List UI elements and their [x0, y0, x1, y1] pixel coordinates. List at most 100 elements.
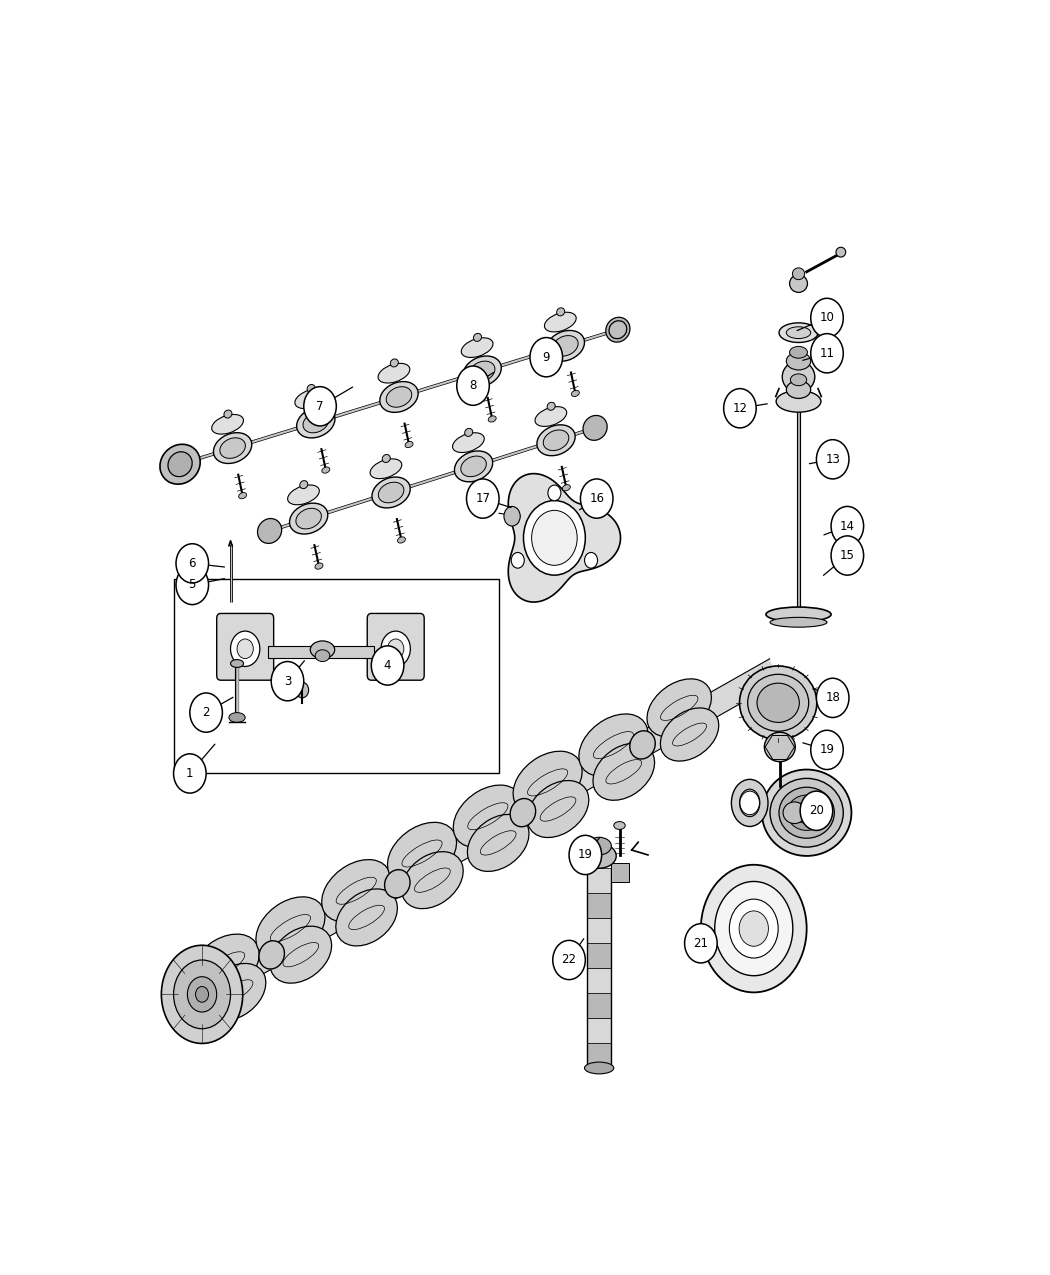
Ellipse shape	[782, 361, 815, 393]
Ellipse shape	[465, 428, 472, 436]
Ellipse shape	[204, 964, 266, 1020]
Ellipse shape	[238, 492, 247, 499]
Text: 12: 12	[733, 402, 748, 414]
Circle shape	[715, 881, 793, 975]
Text: 15: 15	[840, 550, 855, 562]
Circle shape	[531, 510, 578, 565]
Ellipse shape	[552, 335, 579, 356]
Ellipse shape	[391, 360, 398, 367]
Ellipse shape	[401, 852, 463, 909]
Ellipse shape	[469, 361, 495, 381]
Ellipse shape	[779, 787, 835, 838]
Circle shape	[457, 366, 489, 405]
Ellipse shape	[398, 537, 405, 543]
Ellipse shape	[790, 274, 807, 292]
Ellipse shape	[322, 467, 330, 473]
Ellipse shape	[224, 411, 232, 418]
Circle shape	[530, 338, 563, 377]
Text: 21: 21	[693, 937, 709, 950]
Ellipse shape	[307, 385, 315, 393]
Ellipse shape	[370, 459, 402, 478]
Ellipse shape	[776, 390, 821, 412]
Ellipse shape	[315, 564, 323, 569]
Ellipse shape	[783, 802, 805, 824]
Ellipse shape	[219, 437, 246, 458]
Bar	[587, 993, 611, 1017]
Ellipse shape	[461, 456, 486, 477]
Circle shape	[190, 694, 223, 732]
Ellipse shape	[373, 654, 386, 663]
Ellipse shape	[556, 307, 565, 316]
Ellipse shape	[303, 412, 329, 432]
Bar	[587, 968, 611, 993]
Ellipse shape	[770, 617, 827, 627]
Circle shape	[231, 631, 259, 667]
Circle shape	[176, 543, 209, 583]
Ellipse shape	[779, 323, 818, 343]
Ellipse shape	[474, 333, 482, 342]
Text: 3: 3	[284, 674, 291, 687]
Ellipse shape	[748, 674, 808, 732]
Ellipse shape	[606, 317, 630, 342]
Circle shape	[511, 552, 524, 569]
Ellipse shape	[454, 785, 522, 848]
Ellipse shape	[536, 407, 567, 426]
Ellipse shape	[168, 451, 192, 477]
Ellipse shape	[321, 859, 391, 922]
Text: 1: 1	[186, 768, 193, 780]
Circle shape	[173, 754, 206, 793]
Text: 5: 5	[189, 579, 196, 592]
Circle shape	[504, 506, 520, 527]
Ellipse shape	[571, 390, 580, 397]
Bar	[587, 868, 611, 892]
Bar	[268, 646, 374, 658]
Text: 10: 10	[820, 311, 835, 324]
Circle shape	[811, 334, 843, 372]
Ellipse shape	[336, 889, 397, 946]
Ellipse shape	[545, 312, 576, 332]
Bar	[587, 942, 611, 968]
Ellipse shape	[378, 482, 404, 502]
Ellipse shape	[630, 731, 655, 759]
Ellipse shape	[609, 321, 627, 339]
Ellipse shape	[790, 347, 807, 358]
Bar	[587, 868, 611, 1068]
Text: 19: 19	[578, 848, 593, 862]
Text: 18: 18	[825, 691, 840, 704]
Circle shape	[832, 506, 863, 546]
Ellipse shape	[593, 743, 654, 801]
Ellipse shape	[384, 870, 411, 898]
Ellipse shape	[786, 352, 811, 370]
Circle shape	[723, 389, 756, 428]
Circle shape	[739, 910, 769, 946]
Circle shape	[832, 536, 863, 575]
Ellipse shape	[770, 778, 843, 847]
Ellipse shape	[488, 416, 497, 422]
Circle shape	[552, 941, 585, 979]
Circle shape	[585, 552, 597, 569]
Circle shape	[817, 678, 849, 718]
Ellipse shape	[288, 484, 319, 505]
Ellipse shape	[537, 425, 575, 455]
Circle shape	[176, 565, 209, 604]
Ellipse shape	[455, 451, 492, 482]
Ellipse shape	[299, 481, 308, 488]
Circle shape	[271, 662, 303, 701]
Circle shape	[811, 298, 843, 338]
Circle shape	[387, 639, 404, 659]
Ellipse shape	[270, 926, 332, 983]
Circle shape	[187, 977, 216, 1012]
Ellipse shape	[315, 650, 330, 662]
Ellipse shape	[296, 509, 321, 529]
Ellipse shape	[543, 430, 569, 450]
Ellipse shape	[764, 732, 795, 761]
Ellipse shape	[582, 844, 616, 868]
Ellipse shape	[510, 798, 536, 826]
Circle shape	[237, 639, 253, 659]
Text: 8: 8	[469, 379, 477, 393]
Ellipse shape	[387, 822, 457, 885]
Ellipse shape	[587, 838, 611, 856]
Ellipse shape	[231, 659, 244, 667]
Circle shape	[817, 440, 849, 479]
Ellipse shape	[762, 770, 852, 856]
